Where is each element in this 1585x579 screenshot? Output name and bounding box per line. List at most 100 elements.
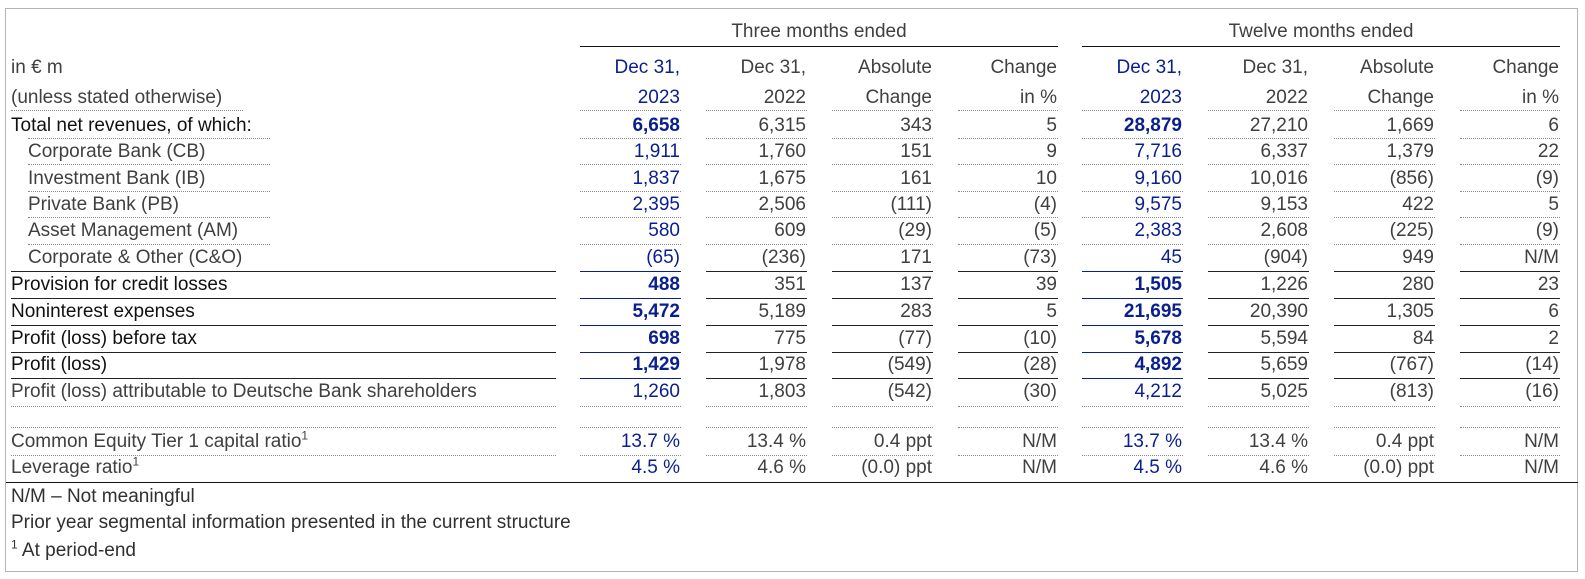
row-dotted-rule (28, 164, 270, 165)
ratio-label: Leverage ratio1 (11, 456, 139, 480)
row-dotted-rule (958, 138, 1058, 139)
header-dotted-rule (958, 110, 1058, 111)
unit-note: (unless stated otherwise) (11, 87, 223, 108)
row-solid-rule (958, 352, 1058, 353)
row-value: 84 (1412, 328, 1434, 349)
row-solid-rule (1460, 271, 1560, 272)
ratio-value: (0.0) ppt (1363, 457, 1434, 478)
row-value: (225) (1389, 220, 1434, 241)
header-three-months: Three months ended (731, 21, 907, 42)
column-header-5-line1: Dec 31, (1242, 57, 1308, 78)
ratio-dotted-rule (1082, 427, 1183, 428)
row-solid-rule (958, 298, 1058, 299)
row-dotted-rule (1334, 138, 1435, 139)
header-dotted-rule (1208, 110, 1309, 111)
row-dotted-rule (1460, 138, 1560, 139)
row-value: 161 (900, 168, 932, 189)
row-dotted-rule (832, 217, 933, 218)
row-label: Private Bank (PB) (28, 194, 179, 215)
row-value: 949 (1402, 247, 1434, 268)
row-label: Asset Management (AM) (28, 220, 239, 241)
row-solid-rule (1082, 325, 1183, 326)
row-label: Investment Bank (IB) (28, 168, 206, 189)
row-solid-rule (1208, 352, 1309, 353)
ratio-dotted-rule (1460, 427, 1560, 428)
column-header-3-line1: Change (990, 57, 1057, 78)
ratio-dotted-rule (1334, 427, 1435, 428)
row-label: Corporate Bank (CB) (28, 141, 206, 162)
column-header-0-line2: 2023 (637, 87, 680, 108)
column-header-4-line2: 2023 (1139, 87, 1182, 108)
row-value: 280 (1402, 274, 1434, 295)
row-dotted-rule (958, 406, 1058, 407)
row-label: Corporate & Other (C&O) (28, 247, 243, 268)
row-solid-rule (706, 271, 807, 272)
row-value: 775 (774, 328, 806, 349)
row-value: N/M (1524, 247, 1559, 268)
row-value: 22 (1537, 141, 1559, 162)
row-value: 351 (774, 274, 806, 295)
header-dotted-rule (1334, 110, 1435, 111)
ratio-value: 0.4 ppt (873, 431, 932, 452)
ratio-value: N/M (1524, 431, 1559, 452)
column-header-2-line1: Absolute (858, 57, 932, 78)
row-value: 1,669 (1386, 115, 1434, 136)
column-header-0-line1: Dec 31, (614, 57, 680, 78)
row-value: (904) (1263, 247, 1308, 268)
row-value: 5,659 (1260, 354, 1308, 375)
ratio-value: 13.4 % (1248, 431, 1308, 452)
ratio-label-text: Leverage ratio (11, 457, 133, 478)
header-dotted-rule (1460, 110, 1560, 111)
row-solid-rule (1208, 325, 1309, 326)
row-value: 698 (648, 328, 680, 349)
row-value: 5 (1046, 115, 1057, 136)
row-value: 6 (1548, 301, 1559, 322)
row-solid-rule (11, 378, 556, 379)
header-rule-three (580, 46, 1058, 47)
row-value: 488 (648, 274, 680, 295)
footnote-separator (6, 482, 1578, 483)
ratio-value: 13.7 % (620, 431, 680, 452)
row-dotted-rule (1334, 406, 1435, 407)
row-value: 5,189 (758, 301, 806, 322)
row-dotted-rule (580, 244, 681, 245)
row-solid-rule (580, 271, 681, 272)
column-header-7-line2: in % (1522, 87, 1559, 108)
column-header-1-line1: Dec 31, (740, 57, 806, 78)
row-value: 5 (1046, 301, 1057, 322)
row-value: 5,594 (1260, 328, 1308, 349)
row-value: (767) (1389, 354, 1434, 375)
row-value: (4) (1033, 194, 1057, 215)
ratio-value: 4.6 % (757, 457, 806, 478)
row-solid-rule (1334, 378, 1435, 379)
ratio-dotted-rule (580, 455, 681, 456)
row-dotted-rule (1082, 191, 1183, 192)
row-value: 2,395 (632, 194, 680, 215)
row-solid-rule (1082, 271, 1183, 272)
row-solid-rule (958, 271, 1058, 272)
row-solid-rule (11, 298, 556, 299)
row-solid-rule (706, 325, 807, 326)
ratio-dotted-rule (580, 427, 681, 428)
ratio-value: N/M (1524, 457, 1559, 478)
row-dotted-rule (706, 164, 807, 165)
row-value: 23 (1537, 274, 1559, 295)
row-dotted-rule (1460, 244, 1560, 245)
row-value: 9 (1046, 141, 1057, 162)
row-value: 39 (1035, 274, 1057, 295)
row-dotted-rule (1334, 191, 1435, 192)
row-value: 1,911 (633, 141, 680, 162)
row-solid-rule (958, 378, 1058, 379)
ratio-value: 4.5 % (631, 457, 680, 478)
row-value: 9,575 (1134, 194, 1182, 215)
footnote-period-end-text: At period-end (17, 540, 136, 561)
ratio-value: 13.4 % (746, 431, 806, 452)
row-solid-rule (1460, 298, 1560, 299)
row-solid-rule (1334, 298, 1435, 299)
row-solid-rule (11, 352, 556, 353)
row-value: 2,383 (1134, 220, 1182, 241)
row-dotted-rule (1208, 164, 1309, 165)
row-value: 4,212 (1134, 381, 1182, 402)
row-solid-rule (1460, 378, 1560, 379)
row-dotted-rule (832, 244, 933, 245)
